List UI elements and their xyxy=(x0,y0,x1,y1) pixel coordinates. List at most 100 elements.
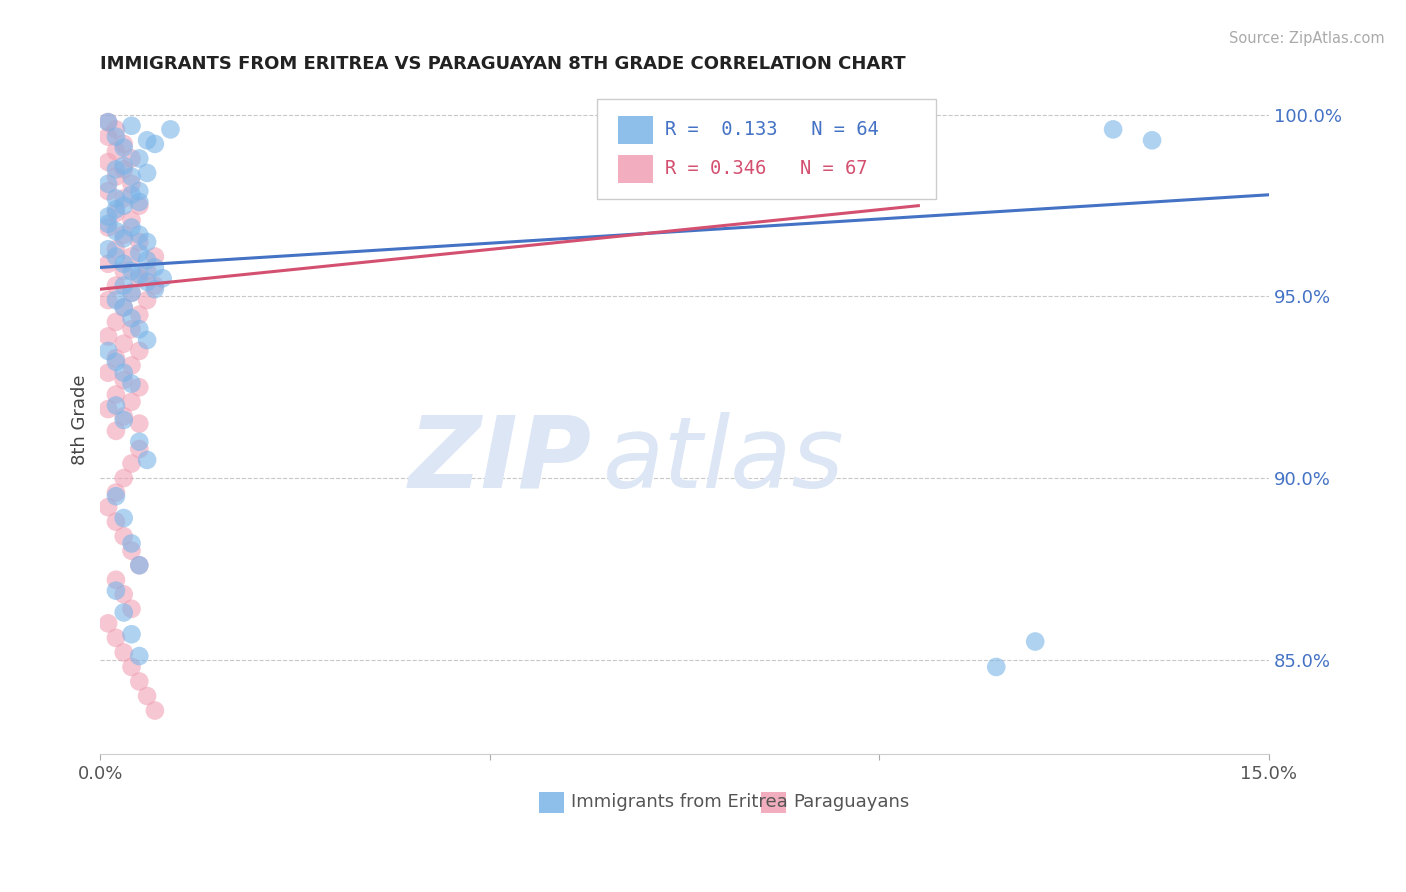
Point xyxy=(128,558,150,573)
Point xyxy=(136,453,159,467)
Point xyxy=(112,301,135,315)
Point xyxy=(104,489,127,503)
Point xyxy=(104,387,127,401)
Point xyxy=(97,366,120,380)
Point xyxy=(112,511,135,525)
Point xyxy=(121,213,143,227)
Point xyxy=(104,485,127,500)
Point xyxy=(121,152,143,166)
Point xyxy=(104,206,127,220)
Point xyxy=(112,366,135,380)
Point xyxy=(112,191,135,205)
Point xyxy=(112,645,135,659)
Point xyxy=(104,515,127,529)
Point xyxy=(97,129,120,144)
Point xyxy=(97,500,120,515)
Point xyxy=(97,329,120,343)
Point xyxy=(112,606,135,620)
Point xyxy=(143,282,166,296)
Point xyxy=(136,689,159,703)
Point xyxy=(121,376,143,391)
Point xyxy=(143,260,166,275)
Point xyxy=(97,210,120,224)
Point xyxy=(97,616,120,631)
Point xyxy=(128,417,150,431)
Point xyxy=(121,285,143,300)
Point xyxy=(136,235,159,249)
Text: R =  0.133   N = 64: R = 0.133 N = 64 xyxy=(665,120,879,139)
Point xyxy=(143,278,166,293)
Point xyxy=(121,187,143,202)
Point xyxy=(136,275,159,289)
Point xyxy=(112,587,135,601)
Y-axis label: 8th Grade: 8th Grade xyxy=(72,375,89,466)
Point xyxy=(128,674,150,689)
Point xyxy=(136,333,159,347)
Point xyxy=(128,343,150,358)
Point xyxy=(104,169,127,184)
Point xyxy=(104,191,127,205)
Point xyxy=(97,220,120,235)
Point xyxy=(97,184,120,198)
Point xyxy=(97,257,120,271)
Point xyxy=(128,235,150,249)
Point xyxy=(104,293,127,307)
Point xyxy=(143,704,166,718)
Point xyxy=(143,136,166,151)
Point xyxy=(112,227,135,242)
Point xyxy=(112,278,135,293)
Point xyxy=(121,457,143,471)
Point xyxy=(136,133,159,147)
Point xyxy=(104,144,127,158)
Point xyxy=(104,424,127,438)
Point xyxy=(112,529,135,543)
Point xyxy=(121,602,143,616)
Point xyxy=(128,271,150,285)
Point xyxy=(128,199,150,213)
Point xyxy=(112,413,135,427)
Point xyxy=(104,129,127,144)
Point xyxy=(121,169,143,184)
Text: ZIP: ZIP xyxy=(408,411,591,508)
Point xyxy=(128,434,150,449)
Point xyxy=(128,194,150,209)
Point xyxy=(104,242,127,256)
Point xyxy=(112,257,135,271)
Point xyxy=(104,202,127,217)
Point xyxy=(159,122,181,136)
Point xyxy=(104,631,127,645)
Point xyxy=(104,122,127,136)
Point xyxy=(97,217,120,231)
Point xyxy=(128,152,150,166)
Point xyxy=(121,322,143,336)
Point xyxy=(121,311,143,326)
Point xyxy=(128,380,150,394)
Point xyxy=(97,402,120,417)
Text: Immigrants from Eritrea: Immigrants from Eritrea xyxy=(571,793,787,811)
Point xyxy=(128,246,150,260)
Point xyxy=(104,355,127,369)
Point xyxy=(104,573,127,587)
Point xyxy=(112,159,135,173)
Point xyxy=(112,336,135,351)
Point xyxy=(112,162,135,177)
FancyBboxPatch shape xyxy=(598,99,936,200)
Point xyxy=(121,536,143,550)
Point xyxy=(104,224,127,238)
Point xyxy=(121,627,143,641)
Point xyxy=(104,162,127,177)
Point xyxy=(128,442,150,456)
Point xyxy=(112,231,135,245)
Point xyxy=(121,250,143,264)
FancyBboxPatch shape xyxy=(538,791,564,813)
FancyBboxPatch shape xyxy=(619,155,654,183)
Point xyxy=(143,250,166,264)
Text: Paraguayans: Paraguayans xyxy=(793,793,910,811)
Point xyxy=(97,115,120,129)
Text: IMMIGRANTS FROM ERITREA VS PARAGUAYAN 8TH GRADE CORRELATION CHART: IMMIGRANTS FROM ERITREA VS PARAGUAYAN 8T… xyxy=(100,55,905,73)
Point xyxy=(104,399,127,413)
Point xyxy=(104,315,127,329)
Point xyxy=(97,343,120,358)
Point xyxy=(97,155,120,169)
Point xyxy=(121,660,143,674)
